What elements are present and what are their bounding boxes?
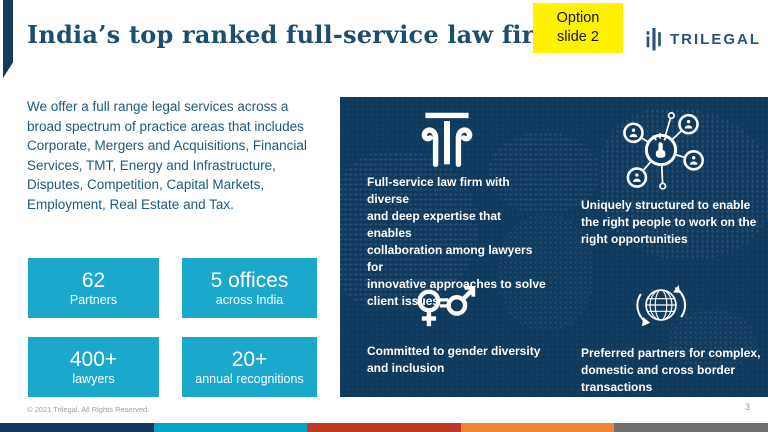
feature-text: Preferred partners for complex, domestic… [581, 346, 761, 394]
stat-card-recognitions: 20+ annual recognitions [182, 337, 317, 397]
page-number: 3 [744, 402, 750, 412]
world-map-dots [340, 97, 768, 397]
world-map-dots [668, 310, 756, 372]
stat-card-partners: 62 Partners [28, 258, 159, 318]
feature-cell-gender-diversity: Committed to gender diversity and inclus… [340, 265, 554, 397]
stat-label: Partners [69, 292, 118, 307]
features-grid: Full-service law firm with diverse and d… [340, 97, 768, 397]
stat-card-offices: 5 offices across India [182, 258, 317, 318]
stats-grid: 62 Partners 5 offices across India 400+ … [28, 258, 317, 397]
bar-segment-gray [614, 423, 768, 432]
feature-text: Committed to gender diversity and inclus… [367, 344, 541, 375]
world-map-dots [340, 152, 478, 307]
features-panel: Full-service law firm with diverse and d… [340, 97, 768, 397]
feature-cell-structure: Uniquely structured to enable the right … [554, 97, 768, 265]
trilegal-logo-text: TRILEGAL [670, 31, 761, 48]
option-slide-badge: Option slide 2 [533, 3, 623, 53]
stat-value: 20+ [231, 347, 268, 371]
bar-segment-red [307, 423, 461, 432]
stat-value: 5 offices [210, 268, 289, 292]
stat-label: lawyers [72, 371, 115, 386]
gender-symbols-icon [411, 278, 483, 330]
world-map-dots [498, 215, 593, 330]
bar-segment-navy [0, 423, 154, 432]
stat-value: 62 [81, 268, 106, 292]
stat-value: 400+ [69, 347, 118, 371]
footer-color-bar [0, 423, 768, 432]
bar-segment-teal [153, 423, 308, 432]
bar-segment-orange [460, 423, 615, 432]
network-people-click-icon [618, 110, 704, 190]
header-accent-notch [3, 0, 13, 78]
trilegal-logo: TRILEGAL [646, 28, 761, 51]
pillar-column-icon [417, 110, 477, 167]
feature-text: Full-service law firm with diverse and d… [367, 175, 546, 308]
page-title: India’s top ranked full-service law firm [27, 20, 561, 49]
globe-orbit-icon [629, 278, 693, 332]
stat-label: annual recognitions [195, 371, 304, 386]
feature-cell-cross-border: Preferred partners for complex, domestic… [554, 265, 768, 397]
world-map-dots [488, 132, 600, 214]
footer-copyright: © 2021 Trilegal. All Rights Reserved. [27, 405, 150, 414]
intro-paragraph: We offer a full range legal services acr… [27, 99, 307, 212]
stat-label: across India [215, 292, 284, 307]
feature-text: Uniquely structured to enable the right … [581, 198, 757, 246]
trilegal-bars-icon [646, 28, 663, 51]
feature-cell-full-service: Full-service law firm with diverse and d… [340, 97, 554, 308]
stat-card-lawyers: 400+ lawyers [28, 337, 159, 397]
